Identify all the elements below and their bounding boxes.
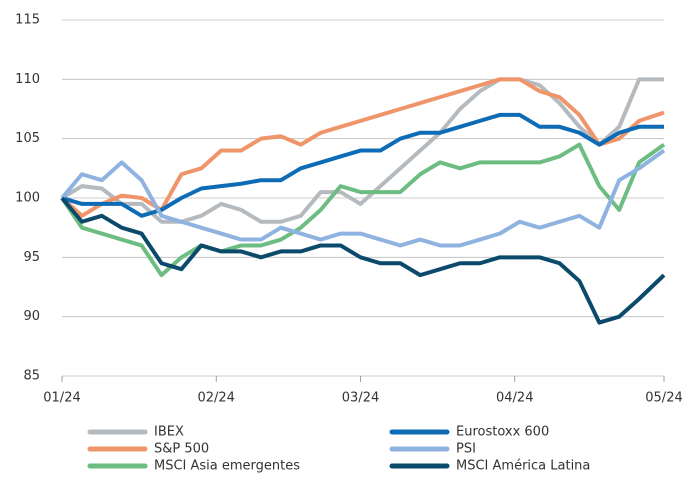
series-line	[60, 196, 666, 325]
legend-label: Eurostoxx 600	[456, 425, 549, 440]
series-line	[61, 112, 664, 218]
legend-label: MSCI América Latina	[456, 459, 590, 474]
legend-label: S&P 500	[154, 442, 209, 457]
y-tick-label: 85	[23, 369, 40, 384]
y-tick-label: 100	[15, 191, 40, 206]
y-tick-label: 110	[15, 72, 40, 87]
y-tick-label: 95	[23, 250, 40, 265]
x-tick-label: 05/24	[645, 391, 682, 406]
y-tick-label: 90	[23, 309, 40, 324]
series-line	[60, 148, 666, 248]
legend-label: IBEX	[154, 425, 184, 440]
x-tick-label: 01/24	[43, 391, 80, 406]
x-tick-label: 03/24	[342, 391, 379, 406]
series-line	[60, 142, 666, 278]
legend-label: MSCI Asia emergentes	[154, 459, 300, 474]
x-tick-label: 04/24	[496, 391, 533, 406]
series-line	[60, 77, 664, 224]
x-tick-label: 02/24	[197, 391, 234, 406]
legend-label: PSI	[456, 442, 476, 457]
y-tick-label: 115	[15, 13, 40, 28]
y-tick-label: 105	[15, 131, 40, 146]
